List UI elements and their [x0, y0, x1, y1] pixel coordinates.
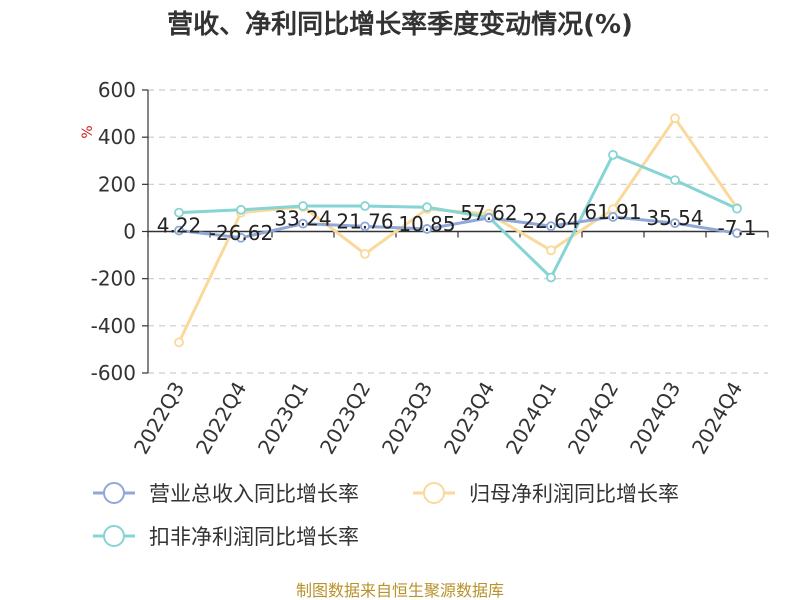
y-axis-unit: % — [80, 125, 96, 138]
x-tick-label: 2023Q1 — [253, 378, 313, 459]
data-point — [608, 211, 618, 222]
data-point — [732, 203, 742, 214]
data-point — [298, 201, 308, 211]
legend-label: 归母净利润同比增长率 — [469, 482, 679, 506]
y-tick-label: 600 — [98, 78, 136, 102]
data-point — [608, 149, 618, 160]
data-label: 10.85 — [398, 212, 455, 236]
x-tick-label: 2022Q4 — [191, 378, 251, 459]
y-tick-label: 0 — [123, 220, 136, 244]
y-tick-label: -200 — [91, 267, 136, 291]
legend-label: 营业总收入同比增长率 — [149, 482, 359, 506]
legend-marker — [103, 482, 125, 504]
data-point — [236, 204, 246, 215]
x-tick-label: 2024Q2 — [563, 378, 623, 459]
data-point — [236, 232, 246, 243]
series — [174, 113, 742, 348]
data-point — [546, 245, 556, 256]
source-note: 制图数据来自恒生聚源数据库 — [296, 581, 504, 600]
data-label: 21.76 — [336, 209, 393, 233]
x-tick-label: 2024Q1 — [501, 378, 561, 459]
data-label: 35.54 — [646, 206, 703, 230]
x-tick-label: 2023Q3 — [377, 378, 437, 459]
data-label: 61.91 — [584, 200, 641, 224]
data-label: -7.1 — [717, 216, 756, 240]
data-point — [360, 249, 370, 259]
grid — [148, 89, 768, 374]
data-point — [546, 272, 556, 283]
legend-item[interactable]: 扣非净利润同比增长率 — [93, 525, 359, 549]
data-point — [360, 221, 370, 232]
data-point — [422, 224, 432, 234]
x-tick-label: 2023Q4 — [439, 378, 499, 459]
data-point — [484, 213, 494, 223]
data-point — [298, 218, 308, 229]
legend-marker — [103, 525, 125, 547]
x-tick-label: 2024Q4 — [687, 378, 747, 459]
data-point — [670, 175, 680, 185]
data-label: 22.64 — [522, 209, 579, 233]
y-tick-label: 200 — [98, 172, 136, 196]
data-label: 57.62 — [460, 201, 517, 225]
data-point — [670, 113, 680, 124]
legend-label: 扣非净利润同比增长率 — [149, 525, 359, 549]
data-point — [174, 337, 184, 348]
data-point — [422, 202, 432, 213]
data-point — [670, 218, 680, 229]
data-point — [732, 228, 742, 239]
series-3 — [174, 149, 742, 283]
data-point — [174, 225, 184, 236]
y-tick-label: -600 — [91, 361, 136, 385]
y-tick-label: 400 — [98, 125, 136, 149]
x-tick-label: 2022Q3 — [129, 378, 189, 459]
x-tick-label: 2024Q3 — [625, 378, 685, 459]
series-line — [178, 215, 738, 240]
data-label: 4.22 — [157, 214, 202, 238]
series-1 — [174, 211, 742, 243]
legend-item[interactable]: 营业总收入同比增长率 — [93, 482, 359, 506]
data-label: 33.24 — [274, 207, 331, 231]
data-point — [174, 207, 184, 218]
data-point — [360, 201, 370, 211]
legend-item[interactable]: 归母净利润同比增长率 — [413, 482, 679, 506]
chart-title: 营收、净利同比增长率季度变动情况(%) — [167, 9, 633, 40]
x-tick-label: 2023Q2 — [315, 378, 375, 459]
y-tick-label: -400 — [91, 314, 136, 338]
legend-marker — [423, 482, 445, 504]
data-point — [546, 221, 556, 232]
series-line — [178, 153, 738, 279]
data-label: -26.62 — [209, 221, 273, 245]
